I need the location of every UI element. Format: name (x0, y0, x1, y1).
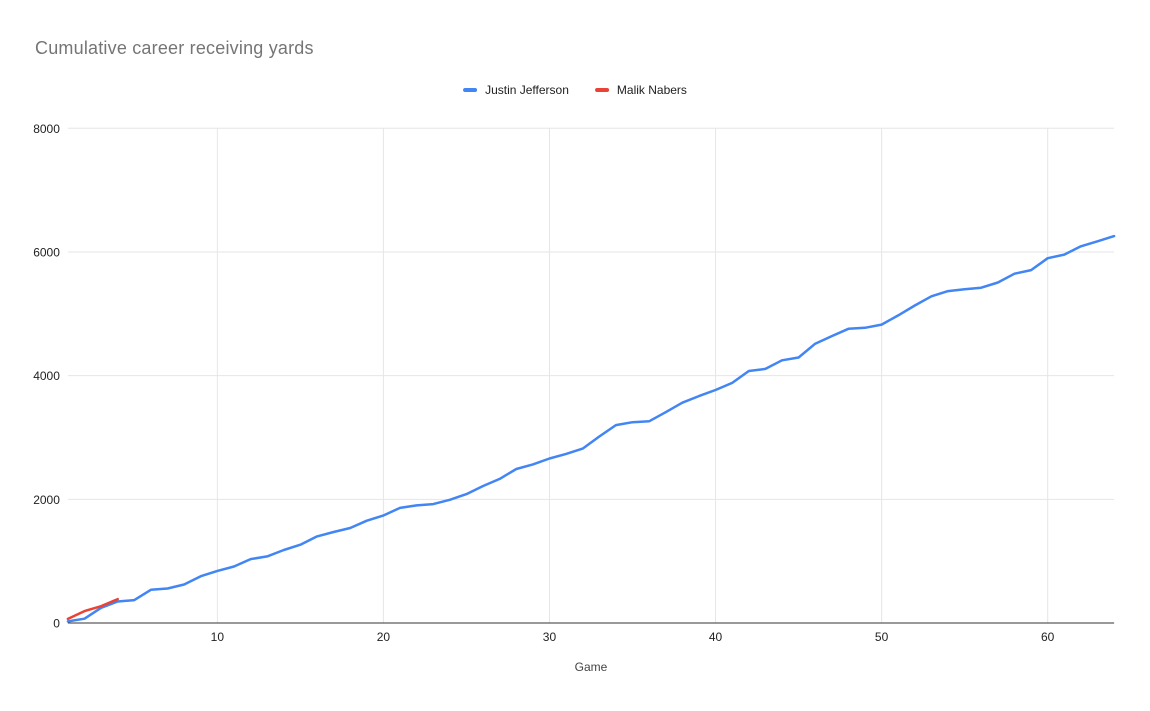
y-tick-label: 8000 (33, 122, 60, 136)
legend-swatch-malik-nabers (594, 88, 609, 92)
x-tick-label: 60 (1041, 630, 1055, 644)
legend-swatch-justin-jefferson (463, 88, 478, 92)
legend: Justin Jefferson Malik Nabers (463, 83, 687, 97)
x-tick-label: 30 (543, 630, 557, 644)
x-axis-title: Game (575, 660, 608, 674)
series-line-malik-nabers (66, 597, 119, 621)
legend-label-malik-nabers: Malik Nabers (616, 83, 687, 97)
legend-label-justin-jefferson: Justin Jefferson (485, 83, 569, 97)
chart-title: Cumulative career receiving yards (35, 38, 314, 58)
x-tick-label: 40 (709, 630, 723, 644)
legend-item-malik-nabers: Malik Nabers (594, 83, 687, 97)
y-tick-label: 4000 (33, 369, 60, 383)
y-tick-label: 0 (53, 617, 60, 631)
x-tick-label: 50 (875, 630, 889, 644)
y-tick-label: 2000 (33, 493, 60, 507)
y-tick-label: 6000 (33, 245, 60, 259)
series-line-justin-jefferson (66, 234, 1116, 623)
legend-item-justin-jefferson: Justin Jefferson (463, 83, 569, 97)
x-tick-label: 10 (211, 630, 225, 644)
x-tick-label: 20 (377, 630, 391, 644)
